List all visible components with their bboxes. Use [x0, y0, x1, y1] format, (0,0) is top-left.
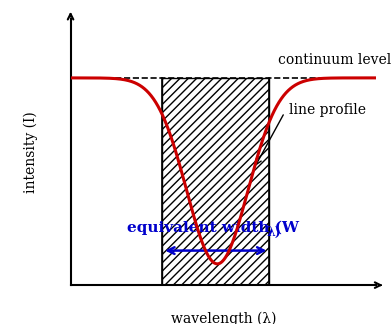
Text: equivalent width (W: equivalent width (W — [127, 220, 299, 235]
Text: continuum level: continuum level — [278, 53, 392, 67]
Text: line profile: line profile — [289, 103, 366, 117]
Text: intensity (I): intensity (I) — [24, 111, 38, 193]
Bar — [162, 78, 269, 285]
Text: wavelength (λ): wavelength (λ) — [171, 312, 276, 324]
Text: λ): λ) — [266, 226, 281, 238]
